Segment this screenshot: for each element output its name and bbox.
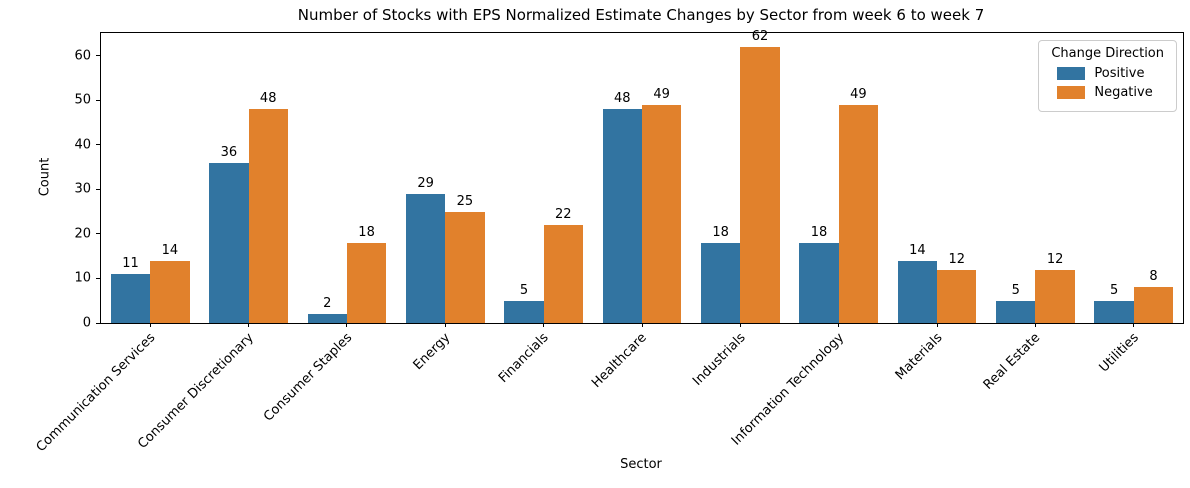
x-tick-label: Materials	[892, 330, 945, 384]
x-tick-label: Energy	[410, 330, 454, 374]
legend-title: Change Direction	[1051, 46, 1164, 61]
x-tick-mark	[149, 323, 151, 327]
y-tick-mark	[96, 233, 100, 235]
y-tick-mark	[96, 277, 100, 279]
bar-positive	[701, 242, 741, 323]
bar-positive	[307, 314, 347, 323]
x-tick-mark	[1133, 323, 1135, 327]
bar-negative	[445, 211, 485, 323]
legend-item-positive: Positive	[1057, 66, 1164, 81]
x-tick-label: Financials	[495, 330, 552, 386]
y-tick-label: 10	[74, 270, 91, 286]
y-axis-label: Count	[37, 157, 53, 197]
bar-positive	[405, 193, 446, 323]
bar-positive	[799, 242, 839, 323]
y-tick-label: 60	[74, 48, 91, 64]
x-tick-mark	[1034, 323, 1036, 327]
bar-negative	[1133, 287, 1174, 323]
x-tick-mark	[838, 323, 840, 327]
x-tick-mark	[444, 323, 446, 327]
bar-negative	[838, 104, 879, 323]
bar-value-label: 25	[456, 193, 474, 209]
x-tick-mark	[346, 323, 348, 327]
x-tick-label: Information Technology	[728, 330, 847, 449]
y-tick-mark	[96, 55, 100, 57]
bar-value-label: 5	[1110, 282, 1119, 298]
bar-positive	[897, 260, 938, 323]
bar-value-label: 18	[358, 224, 375, 240]
bar-negative	[543, 225, 583, 323]
bar-negative	[642, 104, 682, 323]
bar-value-label: 8	[1149, 269, 1158, 285]
bar-value-label: 36	[220, 144, 238, 160]
positive-series-swatch	[1057, 67, 1086, 80]
x-tick-mark	[739, 323, 741, 327]
bar-negative	[1035, 269, 1075, 323]
bar-value-label: 49	[653, 86, 670, 102]
y-tick-label: 40	[74, 137, 91, 153]
bar-value-label: 29	[417, 175, 434, 191]
bar-positive	[110, 274, 151, 323]
legend: Change Direction Positive Negative	[1038, 40, 1177, 112]
x-tick-label: Industrials	[689, 330, 749, 389]
x-tick-mark	[543, 323, 545, 327]
x-tick-label: Consumer Staples	[260, 330, 355, 425]
legend-label-negative: Negative	[1094, 85, 1153, 100]
y-tick-mark	[96, 188, 100, 190]
y-tick-label: 0	[82, 315, 91, 331]
bar-negative	[346, 242, 387, 323]
bar-value-label: 18	[712, 224, 729, 240]
bar-value-label: 14	[909, 242, 926, 258]
bar-value-label: 12	[1046, 251, 1064, 267]
x-tick-mark	[936, 323, 938, 327]
bar-positive	[504, 300, 544, 323]
x-tick-mark	[248, 323, 250, 327]
bar-negative	[740, 46, 780, 323]
y-tick-mark	[96, 322, 100, 324]
x-tick-label: Real Estate	[980, 330, 1044, 393]
x-tick-label: Utilities	[1096, 330, 1142, 376]
bar-negative	[937, 269, 977, 323]
bars-layer: 0 10 20 30 40 50 60 11 14 Communication Services 3…	[33, 28, 1183, 455]
y-tick-mark	[96, 99, 100, 101]
x-tick-label: Healthcare	[589, 330, 650, 392]
y-tick-label: 30	[74, 181, 91, 197]
bar-value-label: 48	[614, 91, 631, 107]
bar-negative	[150, 260, 190, 323]
bar-value-label: 18	[810, 224, 828, 240]
bar-value-label: 48	[259, 91, 277, 107]
bar-value-label: 14	[161, 242, 179, 258]
bar-value-label: 49	[850, 86, 867, 102]
bar-value-label: 11	[122, 256, 139, 271]
x-tick-mark	[641, 323, 643, 327]
bar-value-label: 62	[751, 28, 769, 44]
x-tick-label: Consumer Discretionary	[134, 330, 257, 452]
x-axis-label: Sector	[620, 457, 662, 472]
y-tick-label: 50	[74, 92, 91, 108]
y-tick-mark	[96, 144, 100, 146]
bar-positive	[209, 162, 249, 323]
bar-value-label: 5	[1011, 282, 1020, 298]
bar-value-label: 12	[948, 251, 966, 267]
legend-label-positive: Positive	[1094, 66, 1145, 81]
chart-title: Number of Stocks with EPS Normalized Est…	[297, 6, 985, 24]
bar-value-label: 22	[555, 207, 572, 222]
bar-positive	[996, 300, 1036, 323]
bar-positive	[1094, 300, 1134, 323]
negative-series-swatch	[1057, 86, 1086, 99]
bar-positive	[602, 109, 642, 323]
bar-negative	[248, 109, 288, 323]
bar-value-label: 5	[519, 282, 529, 298]
legend-item-negative: Negative	[1057, 85, 1164, 100]
plot-area: 0 10 20 30 40 50 60 11 14 Communication Services 3…	[33, 28, 1184, 455]
y-tick-label: 20	[74, 226, 91, 242]
bar-value-label: 2	[323, 296, 332, 312]
